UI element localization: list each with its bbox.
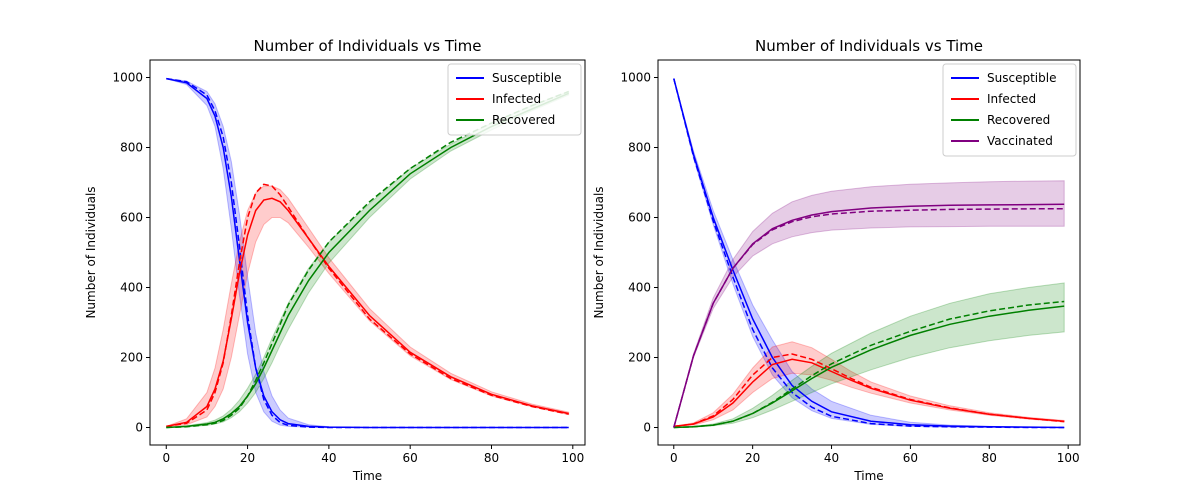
y-tick-label: 400 — [628, 281, 651, 295]
legend-label-recovered: Recovered — [987, 113, 1050, 127]
band-recovered — [673, 282, 1065, 428]
axes-frame — [657, 59, 1081, 446]
legend-label-infected: Infected — [492, 92, 541, 106]
legend-label-vaccinated: Vaccinated — [987, 134, 1053, 148]
x-tick-label: 20 — [240, 451, 255, 465]
line-recovered — [166, 92, 569, 429]
legend-label-infected: Infected — [987, 92, 1036, 106]
line-susceptible — [673, 78, 1065, 429]
axes-frame — [149, 59, 586, 446]
y-tick-label: 1000 — [112, 71, 143, 85]
dashed-line-recovered — [166, 90, 569, 429]
x-axis-label: Time — [853, 469, 883, 483]
band-infected — [166, 185, 570, 427]
y-tick-label: 400 — [120, 281, 143, 295]
dashed-line-infected — [166, 183, 569, 428]
legend-box — [447, 63, 582, 136]
x-tick-label: 100 — [1057, 451, 1080, 465]
x-tick-label: 20 — [745, 451, 760, 465]
dashed-line-infected — [673, 353, 1065, 428]
y-tick-label: 200 — [120, 351, 143, 365]
legend: Susceptible Infected Recovered — [447, 63, 582, 136]
band-vaccinated — [673, 180, 1065, 428]
x-tick-label: 60 — [403, 451, 418, 465]
chart-title: Number of Individuals vs Time — [253, 37, 481, 55]
y-axis-label: Number of Individuals — [84, 186, 98, 318]
x-tick-label: 40 — [321, 451, 336, 465]
legend-label-susceptible: Susceptible — [492, 71, 561, 85]
y-axis-label: Number of Individuals — [592, 186, 606, 318]
band-susceptible — [166, 78, 569, 428]
x-tick-label: 80 — [484, 451, 499, 465]
line-susceptible — [166, 77, 569, 429]
x-tick-label: 0 — [670, 451, 678, 465]
y-tick-label: 1000 — [620, 71, 651, 85]
y-tick-label: 0 — [643, 421, 651, 435]
plot-area — [166, 77, 570, 429]
line-infected — [166, 197, 569, 428]
line-recovered — [673, 305, 1065, 429]
legend-label-susceptible: Susceptible — [987, 71, 1056, 85]
x-tick-label: 100 — [561, 451, 584, 465]
dashed-line-susceptible — [673, 78, 1065, 429]
line-vaccinated — [673, 203, 1065, 428]
line-infected — [673, 358, 1065, 428]
x-tick-label: 60 — [903, 451, 918, 465]
y-tick-label: 0 — [135, 421, 143, 435]
x-tick-label: 0 — [162, 451, 170, 465]
dashed-line-vaccinated — [673, 208, 1065, 428]
y-tick-label: 800 — [628, 141, 651, 155]
x-axis-label: Time — [352, 469, 382, 483]
y-tick-label: 600 — [628, 211, 651, 225]
y-tick-label: 200 — [628, 351, 651, 365]
legend: Susceptible Infected Recovered Vaccinated — [942, 63, 1077, 157]
y-tick-label: 600 — [120, 211, 143, 225]
legend-label-recovered: Recovered — [492, 113, 555, 127]
legend-box — [942, 63, 1077, 157]
y-tick-label: 800 — [120, 141, 143, 155]
plot-area — [673, 78, 1065, 429]
x-tick-label: 80 — [982, 451, 997, 465]
chart-title: Number of Individuals vs Time — [755, 37, 983, 55]
x-tick-label: 40 — [824, 451, 839, 465]
dashed-line-susceptible — [166, 77, 569, 429]
